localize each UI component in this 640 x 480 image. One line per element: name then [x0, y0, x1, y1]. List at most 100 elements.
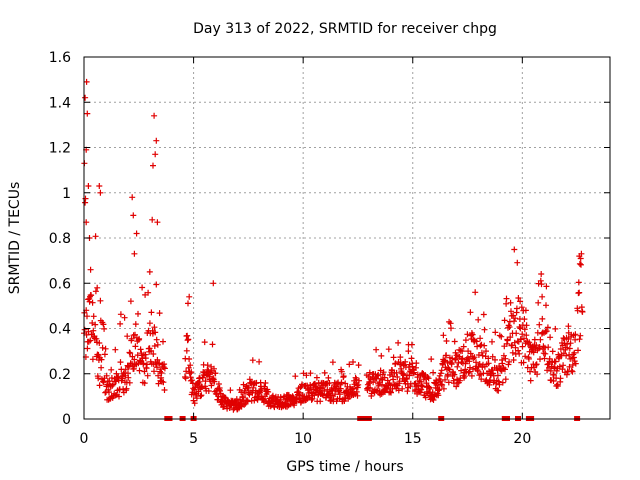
data-point — [130, 212, 137, 219]
data-point — [481, 326, 488, 333]
data-point — [506, 358, 513, 365]
data-point — [97, 297, 104, 304]
data-point — [430, 369, 437, 376]
data-point — [378, 352, 385, 359]
data-point — [227, 387, 234, 394]
data-point — [443, 352, 450, 359]
data-point — [536, 321, 543, 328]
data-point — [539, 293, 546, 300]
data-point — [412, 386, 419, 393]
y-tick-label: 1.6 — [49, 50, 71, 66]
data-point — [355, 381, 362, 388]
data-point — [397, 354, 404, 361]
data-point — [471, 354, 478, 361]
data-point — [97, 189, 104, 196]
data-point — [394, 374, 401, 380]
data-point — [568, 367, 575, 374]
data-point — [156, 310, 163, 317]
data-point — [492, 329, 499, 336]
data-point — [309, 395, 316, 402]
data-point — [527, 377, 534, 384]
data-point — [380, 369, 387, 376]
data-point — [565, 323, 572, 330]
x-tick-label: 0 — [80, 431, 89, 447]
data-point — [458, 367, 465, 374]
data-point — [182, 374, 188, 380]
data-point — [150, 351, 157, 357]
data-point — [117, 359, 124, 366]
data-point — [543, 328, 550, 335]
data-point — [459, 348, 466, 355]
data-point — [551, 364, 558, 371]
data-point — [356, 377, 362, 384]
data-point — [439, 382, 446, 388]
data-point — [521, 326, 528, 333]
data-point — [265, 388, 272, 395]
data-point — [354, 392, 361, 399]
data-point — [136, 335, 143, 342]
data-point — [501, 317, 508, 324]
data-point — [313, 374, 320, 381]
data-point — [183, 347, 190, 354]
data-point — [527, 368, 533, 375]
data-point — [503, 295, 510, 302]
data-point — [110, 381, 117, 388]
data-point — [574, 307, 581, 314]
data-point — [537, 336, 544, 343]
data-point — [82, 195, 89, 202]
data-point — [496, 381, 503, 388]
data-point — [185, 300, 191, 307]
data-point — [108, 375, 115, 381]
data-point — [444, 373, 451, 379]
data-point — [443, 338, 450, 344]
data-point — [572, 331, 579, 338]
data-point — [525, 355, 532, 362]
data-point — [140, 360, 147, 367]
data-point — [129, 194, 136, 201]
data-point — [557, 375, 564, 382]
data-point — [571, 349, 578, 356]
data-point — [473, 338, 480, 345]
data-point — [337, 391, 343, 398]
data-point — [467, 309, 474, 316]
data-point — [161, 365, 168, 372]
data-point — [502, 355, 509, 362]
data-point — [353, 388, 360, 395]
data-point — [148, 309, 155, 316]
data-point — [476, 361, 483, 367]
data-point — [514, 259, 521, 266]
data-point — [96, 340, 103, 346]
data-point — [292, 373, 299, 380]
data-point — [131, 250, 138, 257]
data-point — [539, 315, 546, 322]
data-point — [395, 339, 402, 346]
data-point — [154, 219, 161, 226]
data-point — [139, 284, 146, 291]
data-point — [495, 378, 502, 385]
data-point — [151, 112, 158, 119]
data-point — [538, 271, 545, 277]
data-point — [182, 375, 189, 382]
data-point — [534, 371, 541, 378]
data-point — [87, 337, 94, 344]
data-point — [494, 372, 501, 379]
data-point — [395, 387, 402, 394]
data-point — [141, 380, 148, 387]
data-point — [113, 378, 119, 385]
data-point — [519, 331, 526, 338]
data-point — [485, 360, 492, 367]
data-point — [99, 344, 106, 351]
data-point — [388, 389, 394, 396]
data-point — [131, 356, 138, 363]
data-point — [117, 320, 124, 327]
data-point — [106, 378, 113, 385]
data-point — [522, 307, 529, 314]
data-point — [533, 361, 540, 368]
data-point — [438, 367, 445, 374]
data-point — [445, 379, 452, 386]
data-point — [96, 183, 103, 189]
data-point — [256, 358, 263, 365]
data-point — [406, 372, 413, 379]
data-point — [576, 253, 583, 260]
data-point — [350, 385, 357, 392]
